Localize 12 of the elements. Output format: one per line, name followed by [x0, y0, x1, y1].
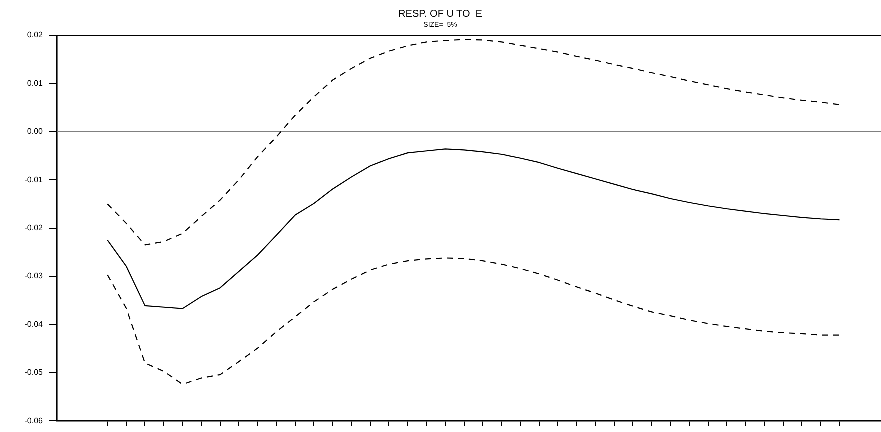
y-tick-label: 0.01	[27, 78, 44, 88]
y-tick-label: 0.00	[27, 127, 44, 136]
y-tick-label: -0.04	[24, 320, 44, 329]
y-tick-label: -0.01	[24, 175, 44, 184]
y-tick-label: -0.02	[24, 224, 44, 233]
y-tick-label: -0.06	[24, 416, 44, 426]
y-tick-label: 0.02	[27, 30, 44, 40]
y-tick-label: -0.05	[24, 368, 44, 378]
chart-title: RESP. OF U TO E	[398, 8, 483, 20]
line-series	[107, 258, 840, 386]
line-series	[107, 39, 840, 246]
y-tick-label: -0.03	[24, 272, 44, 281]
